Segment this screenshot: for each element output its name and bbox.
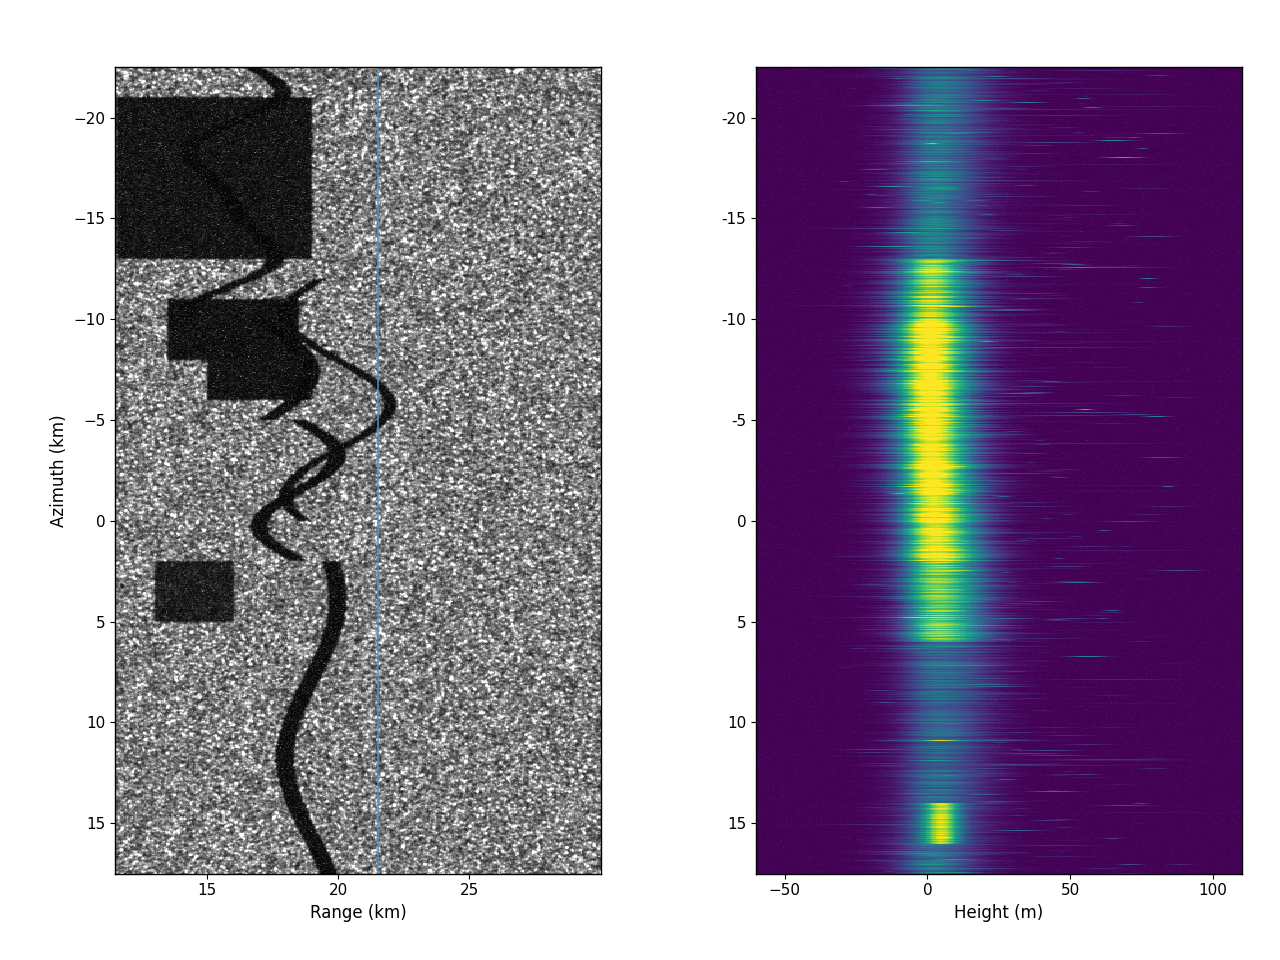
Y-axis label: Azimuth (km): Azimuth (km) (50, 414, 68, 527)
X-axis label: Range (km): Range (km) (310, 904, 406, 922)
X-axis label: Height (m): Height (m) (954, 904, 1043, 922)
